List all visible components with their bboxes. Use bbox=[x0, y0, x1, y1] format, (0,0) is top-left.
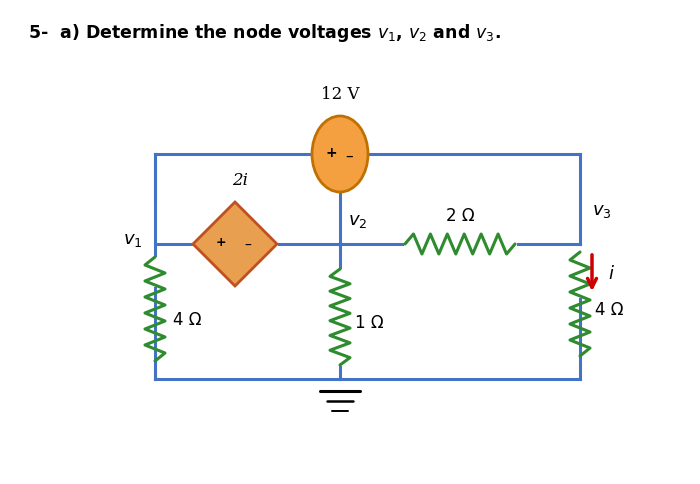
Text: 2 Ω: 2 Ω bbox=[446, 207, 475, 225]
Text: 5-  a) Determine the node voltages $v_1$, $v_2$ and $v_3$.: 5- a) Determine the node voltages $v_1$,… bbox=[28, 22, 500, 44]
Polygon shape bbox=[193, 203, 277, 287]
Text: $v_2$: $v_2$ bbox=[348, 212, 368, 229]
Text: –: – bbox=[244, 239, 251, 253]
Text: +: + bbox=[326, 146, 337, 160]
Text: +: + bbox=[216, 236, 226, 249]
Text: –: – bbox=[345, 148, 353, 163]
Text: 1 Ω: 1 Ω bbox=[355, 313, 384, 332]
Text: 12 V: 12 V bbox=[321, 86, 359, 103]
Text: 2i: 2i bbox=[232, 172, 248, 189]
Text: $v_1$: $v_1$ bbox=[123, 230, 143, 248]
Text: 4 Ω: 4 Ω bbox=[173, 310, 202, 328]
Text: $v_3$: $v_3$ bbox=[592, 201, 612, 220]
Text: 4 Ω: 4 Ω bbox=[595, 301, 624, 318]
Text: $i$: $i$ bbox=[608, 264, 615, 283]
Ellipse shape bbox=[312, 117, 368, 193]
